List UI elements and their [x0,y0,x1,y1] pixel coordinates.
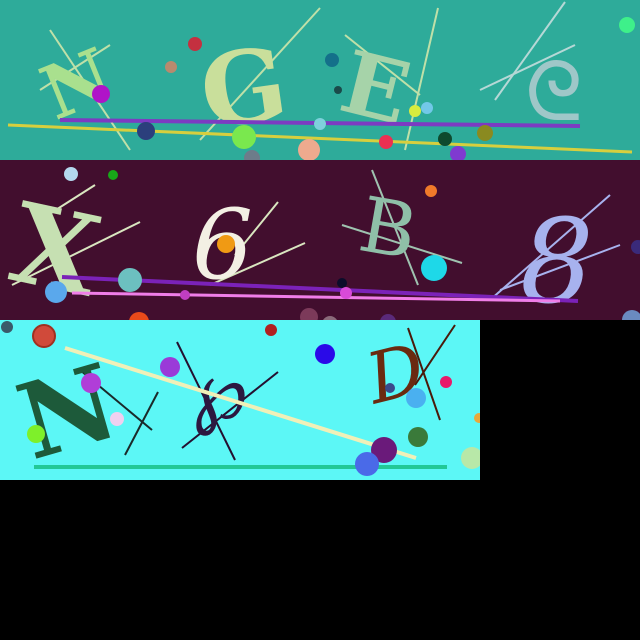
noise-dot [315,344,335,364]
panel-2-canvas: X 6 B 8 [0,160,640,320]
noise-dot [631,240,640,254]
noise-line [11,221,141,286]
panel-1-background [0,0,640,160]
panel-1-canvas: N G E ᘓ [0,0,640,160]
noise-dot [461,447,480,469]
noise-dot [92,85,110,103]
noise-dot [385,383,395,393]
noise-dot [421,255,447,281]
noise-dot [379,135,393,149]
noise-dot [45,281,67,303]
panel-3-canvas: N ℘ D [0,320,480,480]
noise-dot [425,185,437,197]
noise-dot [300,308,318,320]
noise-dot [160,357,180,377]
noise-line [479,44,576,91]
noise-dot [108,170,118,180]
noise-line [64,346,417,460]
noise-dot [137,122,155,140]
noise-line [494,1,566,101]
noise-dot [27,425,45,443]
noise-dot [477,125,493,141]
noise-dot [409,105,421,117]
noise-dot [32,324,56,348]
noise-line [7,123,633,154]
noise-line [71,291,561,303]
noise-line [124,391,159,456]
noise-line [407,327,441,421]
noise-line [61,275,579,303]
noise-line [371,169,419,286]
panel-2-noise-lines [11,169,621,301]
noise-dot [334,86,342,94]
noise-dot [244,150,260,160]
noise-line [499,244,621,291]
noise-dot [421,102,433,114]
noise-dot [188,37,202,51]
noise-line [414,324,456,386]
noise-dot [340,287,352,299]
noise-line [344,34,421,96]
noise-dot [355,452,379,476]
captcha-panel-2: X 6 B 8 [0,160,640,320]
noise-dot [217,235,235,253]
captcha-panel-3: N ℘ D [0,320,480,480]
noise-dot [314,118,326,130]
noise-line [404,7,439,151]
noise-dot [438,132,452,146]
noise-dot [474,413,480,423]
noise-dot [371,437,397,463]
noise-line [234,201,279,256]
panel-2-noise-dots [45,167,640,320]
noise-dot [64,167,78,181]
noise-dot [325,53,339,67]
noise-dot [110,412,124,426]
noise-dot [380,314,396,320]
noise-dot [180,290,190,300]
noise-dot [406,388,426,408]
noise-dot [118,268,142,292]
noise-line [176,341,236,461]
panel-1-noise-dots [92,17,635,160]
noise-dot [440,376,452,388]
noise-dot [337,278,347,288]
captcha-panel-1: N G E ᘓ [0,0,640,160]
noise-dot [323,316,337,320]
noise-dot [232,125,256,149]
noise-dot [619,17,635,33]
noise-dot [622,310,640,320]
noise-dot [265,324,277,336]
noise-dot [408,427,428,447]
panel-3-noise-lines [79,324,456,461]
noise-line [181,371,279,449]
noise-dot [165,61,177,73]
noise-line [199,7,321,141]
noise-dot [129,312,149,320]
panel-3-noise-dots [1,321,480,476]
noise-line [39,44,111,91]
noise-line [39,184,96,221]
noise-line [209,242,306,286]
noise-dot [450,146,466,160]
noise-dot [298,139,320,160]
noise-dot [1,321,13,333]
noise-dot [81,373,101,393]
noise-line [489,194,611,301]
